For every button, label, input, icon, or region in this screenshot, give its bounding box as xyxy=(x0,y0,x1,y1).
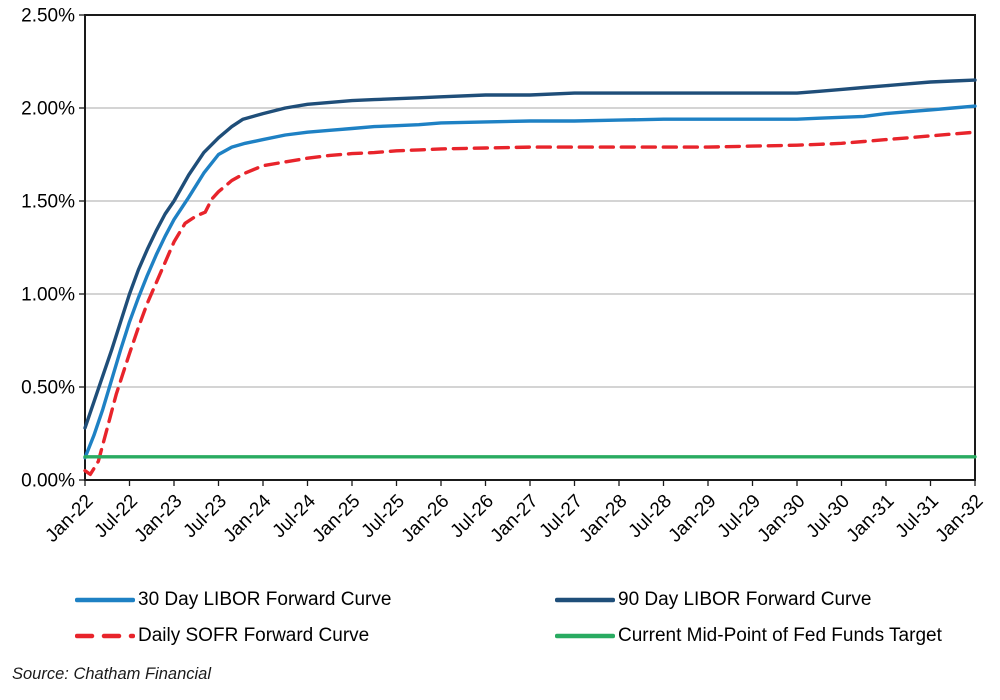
x-axis-label: Jan-30 xyxy=(754,491,810,547)
legend-item-30-day-libor-forward-curve: 30 Day LIBOR Forward Curve xyxy=(75,586,555,614)
x-axis-label: Jan-28 xyxy=(576,491,632,547)
x-axis-label: Jan-24 xyxy=(220,490,276,546)
y-axis-label: 0.50% xyxy=(21,378,75,399)
series-line-daily-sofr-forward-curve xyxy=(83,130,977,477)
series-line-30-day-libor-forward-curve xyxy=(83,104,977,460)
y-axis-label: 2.50% xyxy=(21,6,75,27)
legend-swatch-30-day-libor-line xyxy=(75,594,135,606)
legend-label-30-day-libor: 30 Day LIBOR Forward Curve xyxy=(138,589,392,610)
forward-curves-plot: 0.00%0.50%1.00%1.50%2.00%2.50%Jan-22Jul-… xyxy=(21,6,988,547)
source-note: Source: Chatham Financial xyxy=(12,665,212,683)
legend-line-glyph xyxy=(75,597,135,603)
legend-label-daily-sofr: Daily SOFR Forward Curve xyxy=(138,625,370,646)
x-axis-label: Jan-23 xyxy=(131,491,187,547)
y-axis-label: 1.50% xyxy=(21,192,75,213)
x-axis-label: Jan-25 xyxy=(309,491,365,547)
x-axis-label: Jan-27 xyxy=(487,491,543,547)
series-line-90-day-libor-forward-curve xyxy=(83,78,977,430)
x-axis-label: Jan-26 xyxy=(398,491,454,547)
y-axis-label: 2.00% xyxy=(21,99,75,120)
legend-label-90-day-libor: 90 Day LIBOR Forward Curve xyxy=(618,589,872,610)
legend-swatch-fed-funds-line xyxy=(555,630,615,642)
y-axis-label: 0.00% xyxy=(21,471,75,492)
legend-swatch-90-day-libor-line xyxy=(555,594,615,606)
legend-line-glyph xyxy=(555,597,615,603)
legend-item-90-day-libor-forward-curve: 90 Day LIBOR Forward Curve xyxy=(555,586,942,614)
plot-border xyxy=(84,14,976,481)
chart-legend: 30 Day LIBOR Forward Curve 90 Day LIBOR … xyxy=(75,586,942,650)
legend-label-fed-funds: Current Mid-Point of Fed Funds Target xyxy=(618,625,942,646)
legend-swatch-daily-sofr-dashed-line xyxy=(75,630,135,642)
legend-line-glyph xyxy=(75,633,135,639)
legend-item-fed-funds-target-midpoint: Current Mid-Point of Fed Funds Target xyxy=(555,622,942,650)
y-axis-label: 1.00% xyxy=(21,285,75,306)
x-axis-label: Jan-29 xyxy=(665,491,721,547)
legend-line-glyph xyxy=(555,633,615,639)
x-axis-label: Jan-22 xyxy=(42,491,98,547)
x-axis-label: Jan-32 xyxy=(932,491,988,547)
x-axis-label: Jan-31 xyxy=(843,491,899,547)
legend-item-daily-sofr-forward-curve: Daily SOFR Forward Curve xyxy=(75,622,555,650)
